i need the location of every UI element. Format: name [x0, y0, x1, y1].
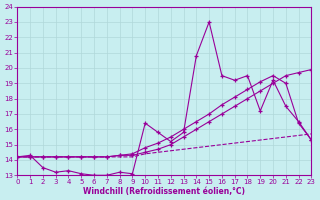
X-axis label: Windchill (Refroidissement éolien,°C): Windchill (Refroidissement éolien,°C): [84, 187, 245, 196]
